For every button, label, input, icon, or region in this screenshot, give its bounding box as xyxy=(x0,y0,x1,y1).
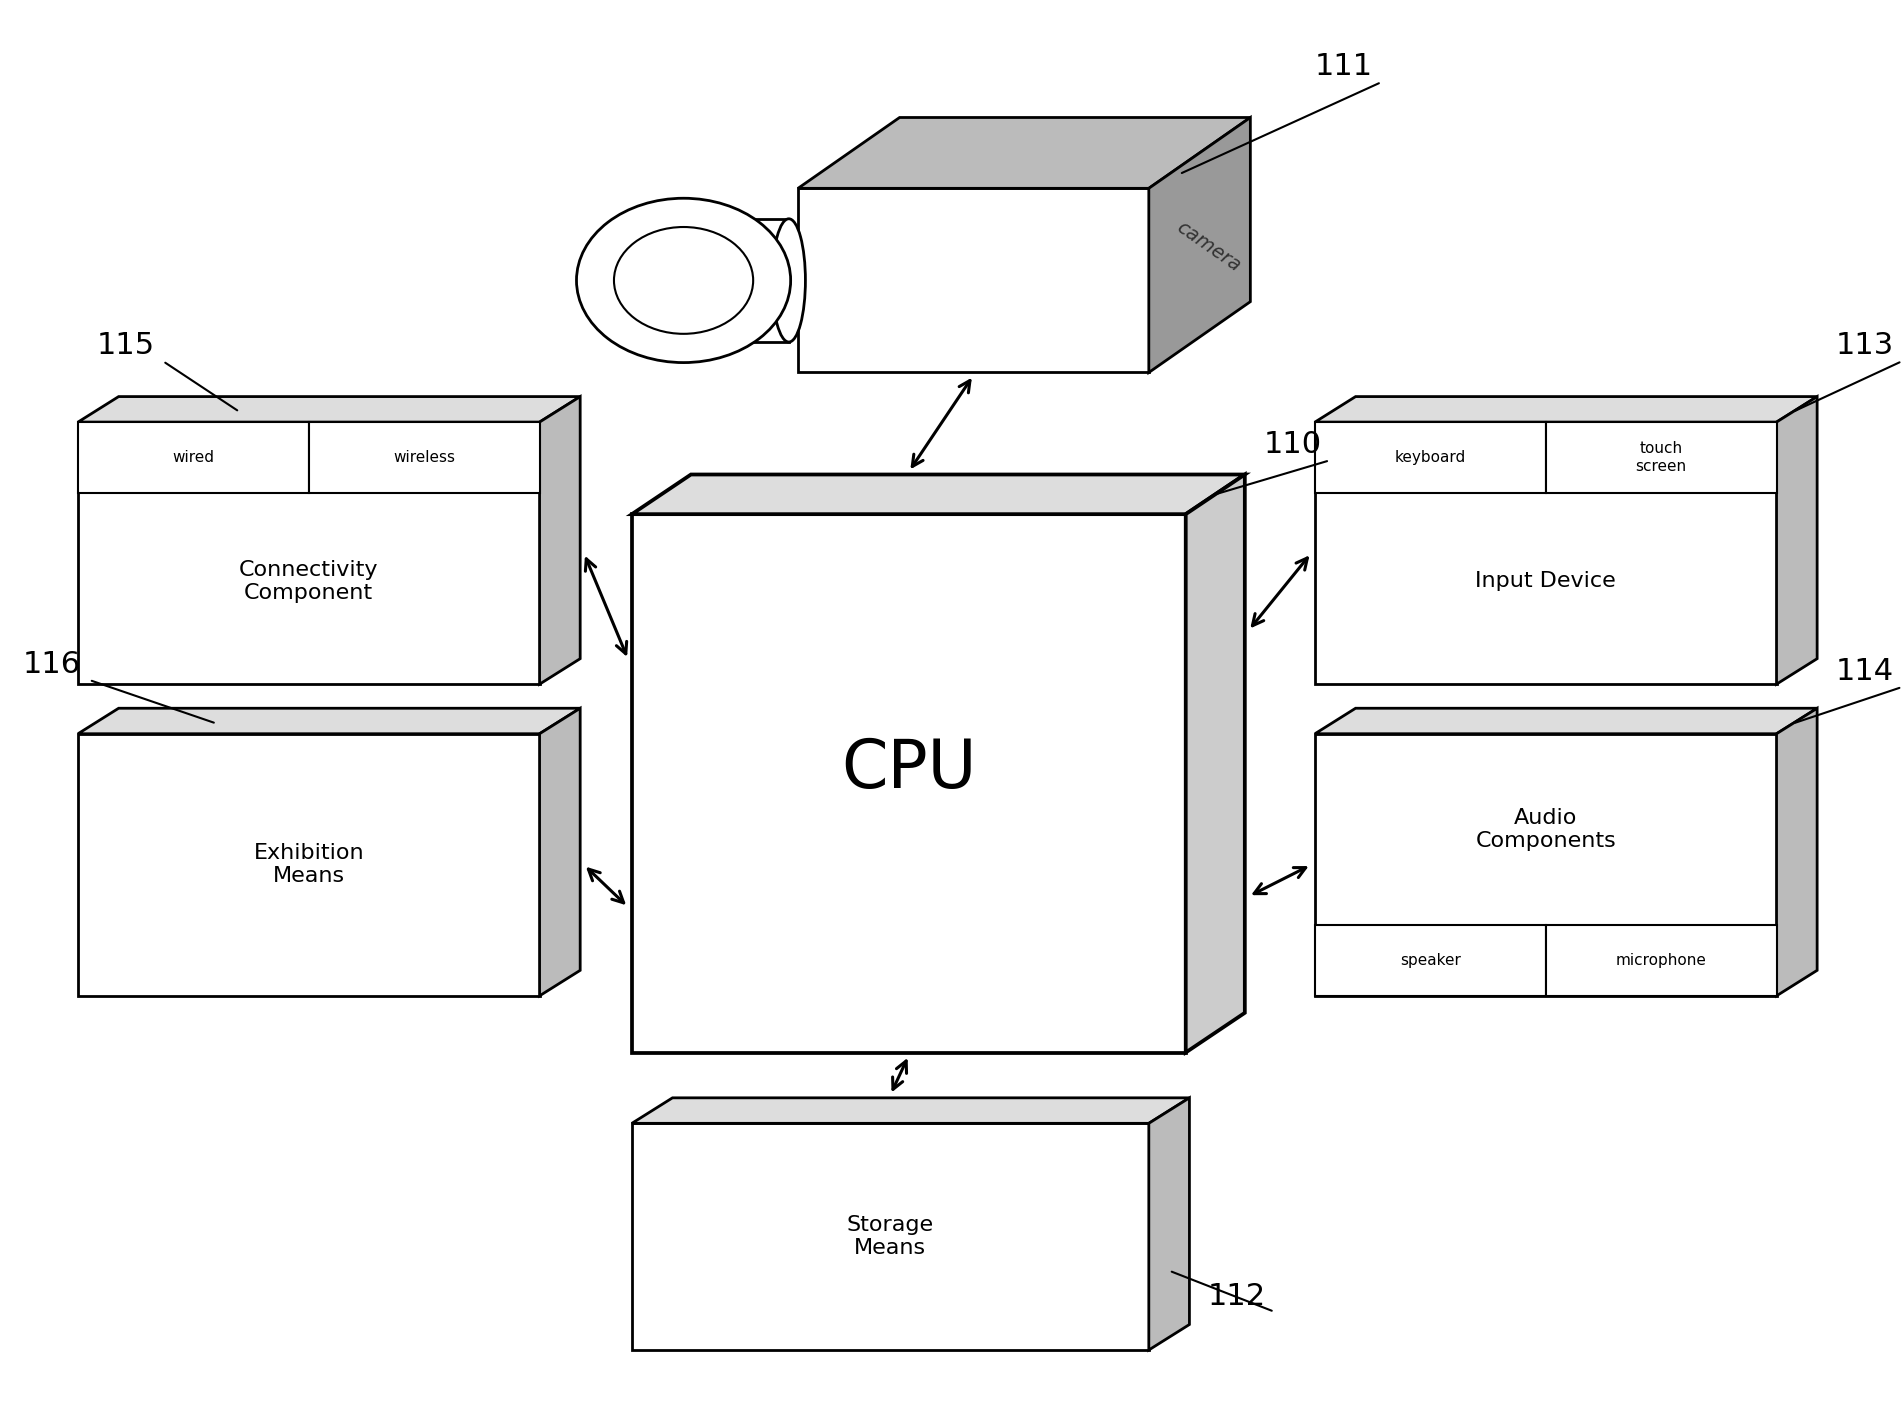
Text: 112: 112 xyxy=(1207,1281,1266,1311)
Text: Audio
Components: Audio Components xyxy=(1475,808,1616,851)
Polygon shape xyxy=(78,422,540,684)
Text: CPU: CPU xyxy=(840,737,977,802)
Polygon shape xyxy=(1315,422,1777,684)
Text: Input Device: Input Device xyxy=(1475,571,1616,591)
Text: Exhibition
Means: Exhibition Means xyxy=(253,844,365,886)
Polygon shape xyxy=(540,708,580,996)
Polygon shape xyxy=(1546,925,1777,996)
Polygon shape xyxy=(78,734,540,996)
Polygon shape xyxy=(1315,734,1777,996)
Text: 114: 114 xyxy=(1836,657,1893,685)
Text: 115: 115 xyxy=(97,331,154,361)
Text: 110: 110 xyxy=(1264,430,1321,459)
Polygon shape xyxy=(78,708,580,734)
Polygon shape xyxy=(1315,422,1546,493)
Polygon shape xyxy=(78,396,580,422)
Polygon shape xyxy=(78,422,308,493)
Text: 111: 111 xyxy=(1315,51,1373,81)
Polygon shape xyxy=(1315,708,1817,734)
Text: wired: wired xyxy=(173,450,215,465)
Text: speaker: speaker xyxy=(1399,953,1460,968)
Polygon shape xyxy=(1315,925,1546,996)
Text: camera: camera xyxy=(1173,218,1245,276)
Polygon shape xyxy=(1777,396,1817,684)
Text: Storage
Means: Storage Means xyxy=(846,1216,933,1258)
Polygon shape xyxy=(1777,708,1817,996)
Circle shape xyxy=(576,198,791,362)
Circle shape xyxy=(614,227,753,333)
Polygon shape xyxy=(631,514,1186,1053)
Polygon shape xyxy=(631,1097,1190,1123)
Polygon shape xyxy=(1148,1097,1190,1349)
Text: 116: 116 xyxy=(23,650,80,678)
Polygon shape xyxy=(798,117,1251,188)
Polygon shape xyxy=(631,475,1245,514)
Polygon shape xyxy=(1186,475,1245,1053)
Text: keyboard: keyboard xyxy=(1395,450,1466,465)
Polygon shape xyxy=(631,1123,1148,1349)
Text: 113: 113 xyxy=(1836,331,1893,361)
Polygon shape xyxy=(1315,396,1817,422)
Polygon shape xyxy=(798,188,1148,372)
Polygon shape xyxy=(308,422,540,493)
Text: wireless: wireless xyxy=(394,450,454,465)
Polygon shape xyxy=(1546,422,1777,493)
Text: Connectivity
Component: Connectivity Component xyxy=(240,560,378,603)
Polygon shape xyxy=(540,396,580,684)
Polygon shape xyxy=(1148,117,1251,372)
Text: microphone: microphone xyxy=(1616,953,1707,968)
Text: touch
screen: touch screen xyxy=(1635,442,1686,473)
Ellipse shape xyxy=(772,219,806,342)
